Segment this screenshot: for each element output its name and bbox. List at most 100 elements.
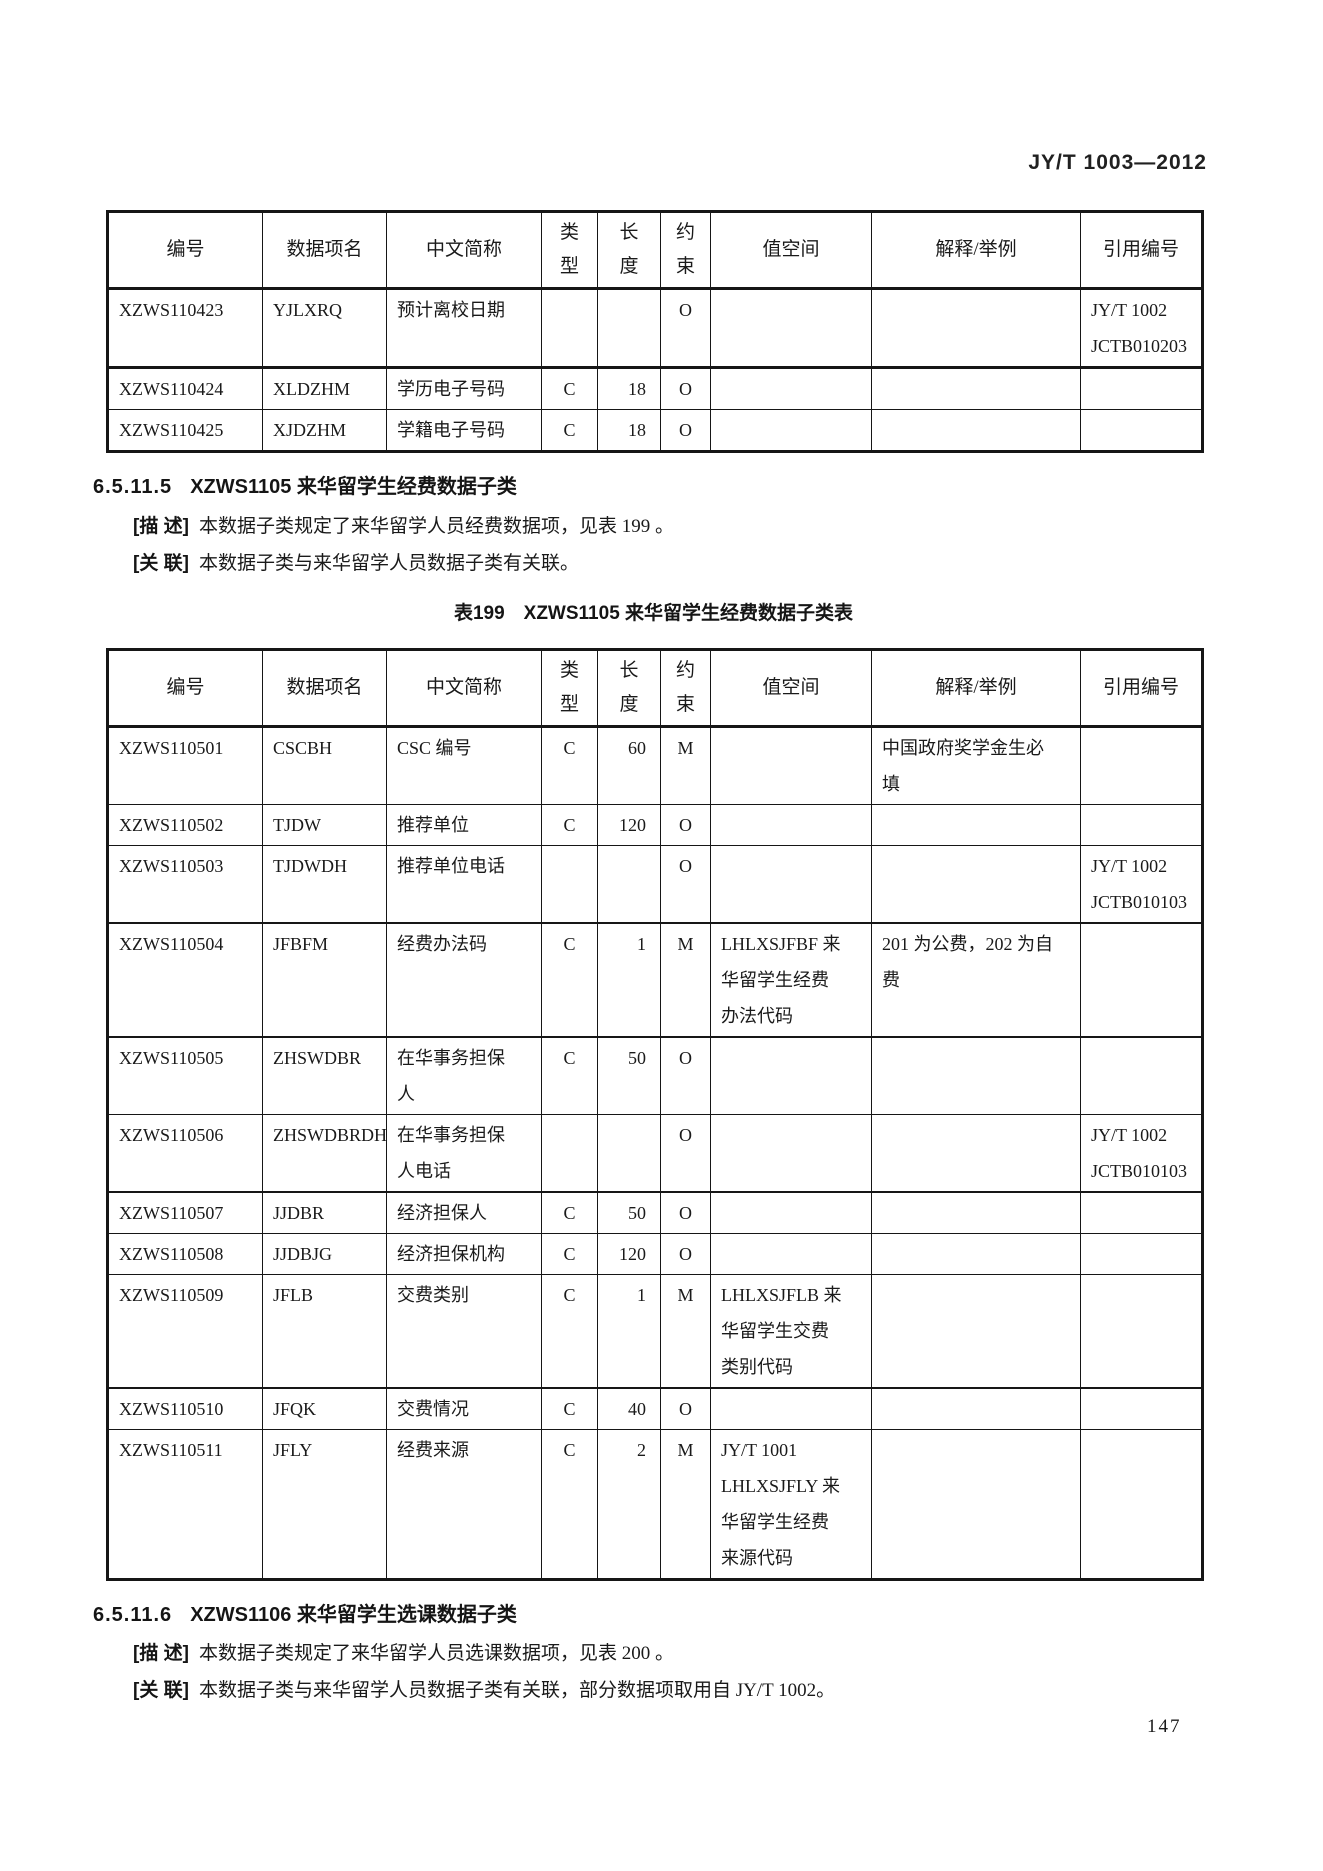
table-cell: 1 <box>597 1274 661 1389</box>
table-cell: XZWS110507 <box>107 1191 263 1234</box>
table-cell <box>541 845 598 924</box>
data-subclass-table-continuation: 编号 数据项名 中文简称 类型 长度 约束 值空间 解释/举例 引用编号 XZW… <box>106 210 1204 453</box>
table-cell <box>1080 726 1203 805</box>
table-cell: XZWS110511 <box>107 1429 263 1580</box>
relation-paragraph: [关 联] 本数据子类与来华留学人员数据子类有关联，部分数据项取用自 JY/T 1… <box>133 1678 1033 1704</box>
table-body: XZWS110501 CSCBH CSC 编号 C 60 M 中国政府奖学金生必 填 XZWS… <box>107 726 1203 1580</box>
table-cell <box>871 367 1081 410</box>
table-cell: XZWS110502 <box>107 804 263 846</box>
table-cell <box>871 1387 1081 1430</box>
table-cell <box>710 367 872 410</box>
table-header: 编号 数据项名 中文简称 类型 长度 约束 值空间 解释/举例 引用编号 <box>107 649 1203 728</box>
table-cell: 40 <box>597 1387 661 1430</box>
table-cell <box>871 1429 1081 1580</box>
table-cell: XZWS110506 <box>107 1114 263 1193</box>
table-cell: XZWS110501 <box>107 726 263 805</box>
table-cell: 交费情况 <box>386 1387 542 1430</box>
table-cell: 学籍电子号码 <box>386 409 542 452</box>
table-cell: 50 <box>597 1036 661 1115</box>
table-cell: JY/T 1002 JCTB010103 <box>1080 845 1203 924</box>
col-header-ref-id: 引用编号 <box>1080 649 1203 728</box>
table-header-row: 编号 数据项名 中文简称 类型 长度 约束 值空间 解释/举例 引用编号 <box>107 211 1203 290</box>
table-cell: TJDW <box>262 804 387 846</box>
table-cell <box>1080 409 1203 452</box>
table-cell <box>710 288 872 369</box>
table-cell <box>871 1233 1081 1275</box>
table-cell <box>871 1036 1081 1115</box>
table-cell <box>710 1036 872 1115</box>
table-cell <box>871 1274 1081 1389</box>
table-cell: CSC 编号 <box>386 726 542 805</box>
table-cell: O <box>660 804 711 846</box>
table-cell: O <box>660 1036 711 1115</box>
description-paragraph: [描 述] 本数据子类规定了来华留学人员选课数据项，见表 200 。 <box>133 1641 1033 1667</box>
description-text: 本数据子类规定了来华留学人员选课数据项，见表 200 。 <box>198 1643 674 1664</box>
table-cell: O <box>660 1191 711 1234</box>
table-cell: XZWS110504 <box>107 922 263 1038</box>
table-cell <box>1080 1191 1203 1234</box>
table-header-row: 编号 数据项名 中文简称 类型 长度 约束 值空间 解释/举例 引用编号 <box>107 649 1203 728</box>
table-cell: XZWS110425 <box>107 409 263 452</box>
table-cell: 在华事务担保 人 <box>386 1036 542 1115</box>
table-199: 编号 数据项名 中文简称 类型 长度 约束 值空间 解释/举例 引用编号 XZW… <box>106 648 1204 1581</box>
description-paragraph: [描 述] 本数据子类规定了来华留学人员经费数据项，见表 199 。 <box>133 514 1033 540</box>
section-number: 6.5.11.6 <box>93 1604 173 1626</box>
table-cell: XZWS110505 <box>107 1036 263 1115</box>
table-cell: CSCBH <box>262 726 387 805</box>
table-cell: 在华事务担保 人电话 <box>386 1114 542 1193</box>
table-row: XZWS110423 YJLXRQ 预计离校日期 O JY/T 1002 JCTB010… <box>107 288 1203 369</box>
table-cell: C <box>541 409 598 452</box>
table-cell: TJDWDH <box>262 845 387 924</box>
table-cell: XZWS110503 <box>107 845 263 924</box>
col-header-constraint: 约束 <box>660 211 711 290</box>
table-cell: XZWS110510 <box>107 1387 263 1430</box>
page-number: 147 <box>1147 1716 1182 1737</box>
table-cell: C <box>541 726 598 805</box>
table-cell: O <box>660 1114 711 1193</box>
table-cell: JY/T 1002 JCTB010103 <box>1080 1114 1203 1193</box>
table-row: XZWS110506 ZHSWDBRDH 在华事务担保 人电话 O JY/T 1002 … <box>107 1114 1203 1193</box>
relation-label: [关 联] <box>133 553 189 574</box>
table-cell: O <box>660 1233 711 1275</box>
table-body: XZWS110423 YJLXRQ 预计离校日期 O JY/T 1002 JCTB010… <box>107 288 1203 452</box>
table-cell: C <box>541 1387 598 1430</box>
section-heading-6-5-11-6: 6.5.11.6 XZWS1106 来华留学生选课数据子类 <box>93 1598 517 1627</box>
table-cell <box>541 288 598 369</box>
table-cell: 交费类别 <box>386 1274 542 1389</box>
table-cell: 中国政府奖学金生必 填 <box>871 726 1081 805</box>
table-cell: XZWS110424 <box>107 367 263 410</box>
relation-paragraph: [关 联] 本数据子类与来华留学人员数据子类有关联。 <box>133 551 1033 577</box>
table-header: 编号 数据项名 中文简称 类型 长度 约束 值空间 解释/举例 引用编号 <box>107 211 1203 290</box>
table-cell: M <box>660 922 711 1038</box>
relation-text: 本数据子类与来华留学人员数据子类有关联。 <box>198 553 579 574</box>
table-cell: XZWS110423 <box>107 288 263 369</box>
table-cell: JJDBR <box>262 1191 387 1234</box>
table-cell: 201 为公费，202 为自 费 <box>871 922 1081 1038</box>
col-header-constraint: 约束 <box>660 649 711 728</box>
table-row: XZWS110505 ZHSWDBR 在华事务担保 人 C 50 O <box>107 1036 1203 1115</box>
table-cell <box>710 1114 872 1193</box>
table-cell: 预计离校日期 <box>386 288 542 369</box>
table-cell: C <box>541 1191 598 1234</box>
table-cell: 推荐单位电话 <box>386 845 542 924</box>
table-row: XZWS110503 TJDWDH 推荐单位电话 O JY/T 1002 JCTB010… <box>107 845 1203 924</box>
col-header-item-name: 数据项名 <box>262 211 387 290</box>
table-cell: C <box>541 367 598 410</box>
table-row: XZWS110507 JJDBR 经济担保人 C 50 O <box>107 1191 1203 1234</box>
col-header-item-name: 数据项名 <box>262 649 387 728</box>
table-cell <box>710 726 872 805</box>
table-199-caption: 表199 XZWS1105 来华留学生经费数据子类表 <box>453 603 854 624</box>
col-header-value-space: 值空间 <box>710 649 872 728</box>
col-header-type: 类型 <box>541 211 598 290</box>
table-cell: 经费来源 <box>386 1429 542 1580</box>
table-cell <box>710 804 872 846</box>
table-cell <box>871 804 1081 846</box>
relation-label: [关 联] <box>133 1680 189 1701</box>
col-header-ref-id: 引用编号 <box>1080 211 1203 290</box>
col-header-length: 长度 <box>597 649 661 728</box>
table-cell: JJDBJG <box>262 1233 387 1275</box>
table-cell: JFBFM <box>262 922 387 1038</box>
table-cell <box>1080 804 1203 846</box>
table-cell: LHLXSJFBF 来 华留学生经费 办法代码 <box>710 922 872 1038</box>
